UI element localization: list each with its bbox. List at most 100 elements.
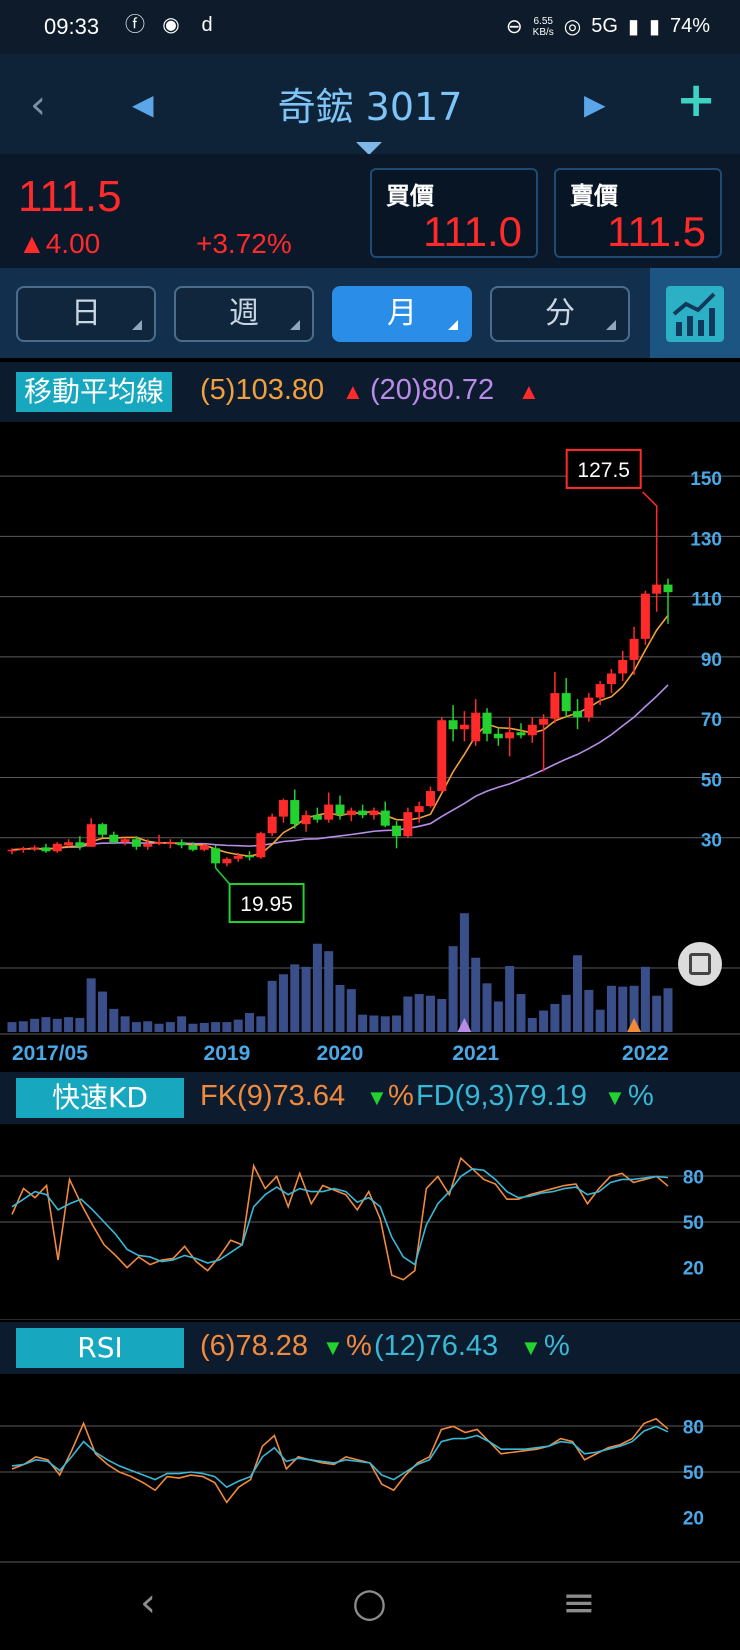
- candle-body: [471, 712, 481, 742]
- rsi-chart[interactable]: 80 50 20: [0, 1374, 740, 1570]
- volume-bar: [482, 983, 492, 1032]
- y-tick-label: 150: [690, 469, 722, 490]
- candle-body: [425, 791, 435, 807]
- nav-menu-icon[interactable]: ≡: [562, 1580, 596, 1626]
- volume-bar: [539, 1010, 549, 1032]
- volume-bar: [312, 943, 322, 1032]
- y-tick-label: 110: [691, 590, 722, 611]
- candle-body: [177, 842, 187, 846]
- candle-body: [414, 806, 424, 813]
- chart-type-button[interactable]: [650, 268, 740, 358]
- volume-bar: [41, 1017, 51, 1032]
- y-tick-label: 80: [683, 1417, 704, 1438]
- price-chart[interactable]: 150 130 110 90 70 50 30 127.5 19.95 2017/05 2019 20…: [0, 422, 740, 1070]
- bid-price: 111.0: [423, 208, 522, 255]
- notification-icons: ⓕ ◉ d: [124, 14, 218, 36]
- candle-body: [52, 843, 62, 852]
- volume-bar: [584, 989, 594, 1032]
- ma5-value: (5)103.80: [200, 374, 325, 406]
- volume-bar: [233, 1019, 243, 1032]
- ma-legend: 移動平均線 (5)103.80 ▲ (20)80.72 ▲: [0, 362, 740, 422]
- volume-bar: [245, 1013, 255, 1032]
- volume-bar: [527, 1017, 537, 1032]
- max-leader: [642, 491, 658, 544]
- hotspot-icon: ◎: [563, 16, 582, 38]
- add-watchlist-button[interactable]: +: [676, 72, 717, 128]
- d-icon: d: [201, 14, 213, 36]
- facebook-icon: ⓕ: [125, 14, 145, 36]
- volume-bar: [30, 1018, 40, 1032]
- volume-bar: [595, 1009, 605, 1032]
- candle-body: [222, 858, 232, 864]
- rsi12-value: (12)76.43: [374, 1330, 499, 1362]
- next-stock-button[interactable]: ▶: [584, 88, 606, 121]
- rsi6-value: (6)78.28: [200, 1330, 309, 1362]
- volume-bar: [154, 1023, 164, 1032]
- volume-bar: [7, 1022, 17, 1032]
- volume-bar: [640, 966, 650, 1032]
- share-button[interactable]: [678, 942, 722, 986]
- volume-bar: [606, 985, 616, 1032]
- nav-back-icon[interactable]: ‹: [140, 1580, 156, 1626]
- prev-stock-button[interactable]: ◀: [132, 88, 154, 121]
- ma-label[interactable]: 移動平均線: [16, 372, 173, 412]
- ask-label: 賣價: [570, 182, 618, 210]
- volume-bar: [143, 1021, 153, 1032]
- ma20-value: (20)80.72: [370, 374, 495, 406]
- share-icon: [689, 953, 711, 975]
- candle-body: [539, 718, 549, 725]
- candle-body: [109, 834, 119, 843]
- bid-label: 買價: [386, 182, 434, 210]
- candle-body: [7, 849, 17, 852]
- x-tick-label: 2017/05: [12, 1042, 88, 1065]
- volume-bar: [18, 1021, 28, 1032]
- rsi-label[interactable]: RSI: [16, 1328, 184, 1368]
- corner-icon: [606, 320, 616, 330]
- bid-box[interactable]: 買價 111.0: [370, 168, 538, 258]
- chevron-down-icon[interactable]: [356, 142, 382, 155]
- nav-home-icon[interactable]: ○: [352, 1580, 387, 1626]
- volume-bar: [652, 995, 662, 1032]
- fk-value: FK(9)73.64: [200, 1080, 346, 1112]
- volume-bar: [380, 1016, 390, 1032]
- ma5-line: [11, 614, 669, 857]
- volume-bar: [256, 1016, 266, 1032]
- ma20-line: [11, 684, 669, 851]
- tab-day[interactable]: 日: [16, 286, 156, 342]
- volume-bar: [414, 994, 424, 1032]
- kd-label[interactable]: 快速KD: [16, 1078, 184, 1118]
- candle-body: [403, 812, 413, 837]
- volume-bar: [369, 1015, 379, 1032]
- fd-value: FD(9,3)79.19: [416, 1080, 587, 1112]
- tab-minute[interactable]: 分: [490, 286, 630, 342]
- ma5-up-icon: ▲: [342, 379, 364, 404]
- tab-week[interactable]: 週: [174, 286, 314, 342]
- back-button[interactable]: ‹: [30, 82, 46, 128]
- volume-bar: [437, 999, 447, 1032]
- max-label: 127.5: [577, 459, 630, 482]
- volume-bar: [392, 1015, 402, 1032]
- volume-bar: [618, 986, 628, 1032]
- volume-bar: [188, 1023, 198, 1032]
- candle-body: [358, 810, 368, 816]
- ask-box[interactable]: 賣價 111.5: [554, 168, 722, 258]
- volume-bar: [471, 957, 481, 1032]
- network-type: 5G: [591, 15, 618, 37]
- net-speed-value: 6.55: [533, 15, 553, 27]
- candle-body: [301, 815, 311, 825]
- candle-body: [165, 842, 175, 844]
- x-tick-label: 2022: [622, 1042, 669, 1065]
- stock-title[interactable]: 奇鋐 3017: [277, 85, 463, 129]
- candle-body: [245, 855, 255, 858]
- volume-bar: [222, 1022, 232, 1032]
- fd-pct: %: [628, 1080, 654, 1112]
- volume-bar: [358, 1014, 368, 1032]
- y-tick-label: 20: [683, 1509, 704, 1530]
- candle-body: [211, 848, 221, 864]
- kd-chart[interactable]: 80 50 20: [0, 1124, 740, 1321]
- candle-body: [154, 842, 164, 844]
- tab-month[interactable]: 月: [332, 286, 472, 342]
- candle-body: [75, 842, 85, 847]
- signal-icon: ▮: [627, 16, 639, 38]
- rsi-chart-svg: 80 50 20: [0, 1417, 740, 1563]
